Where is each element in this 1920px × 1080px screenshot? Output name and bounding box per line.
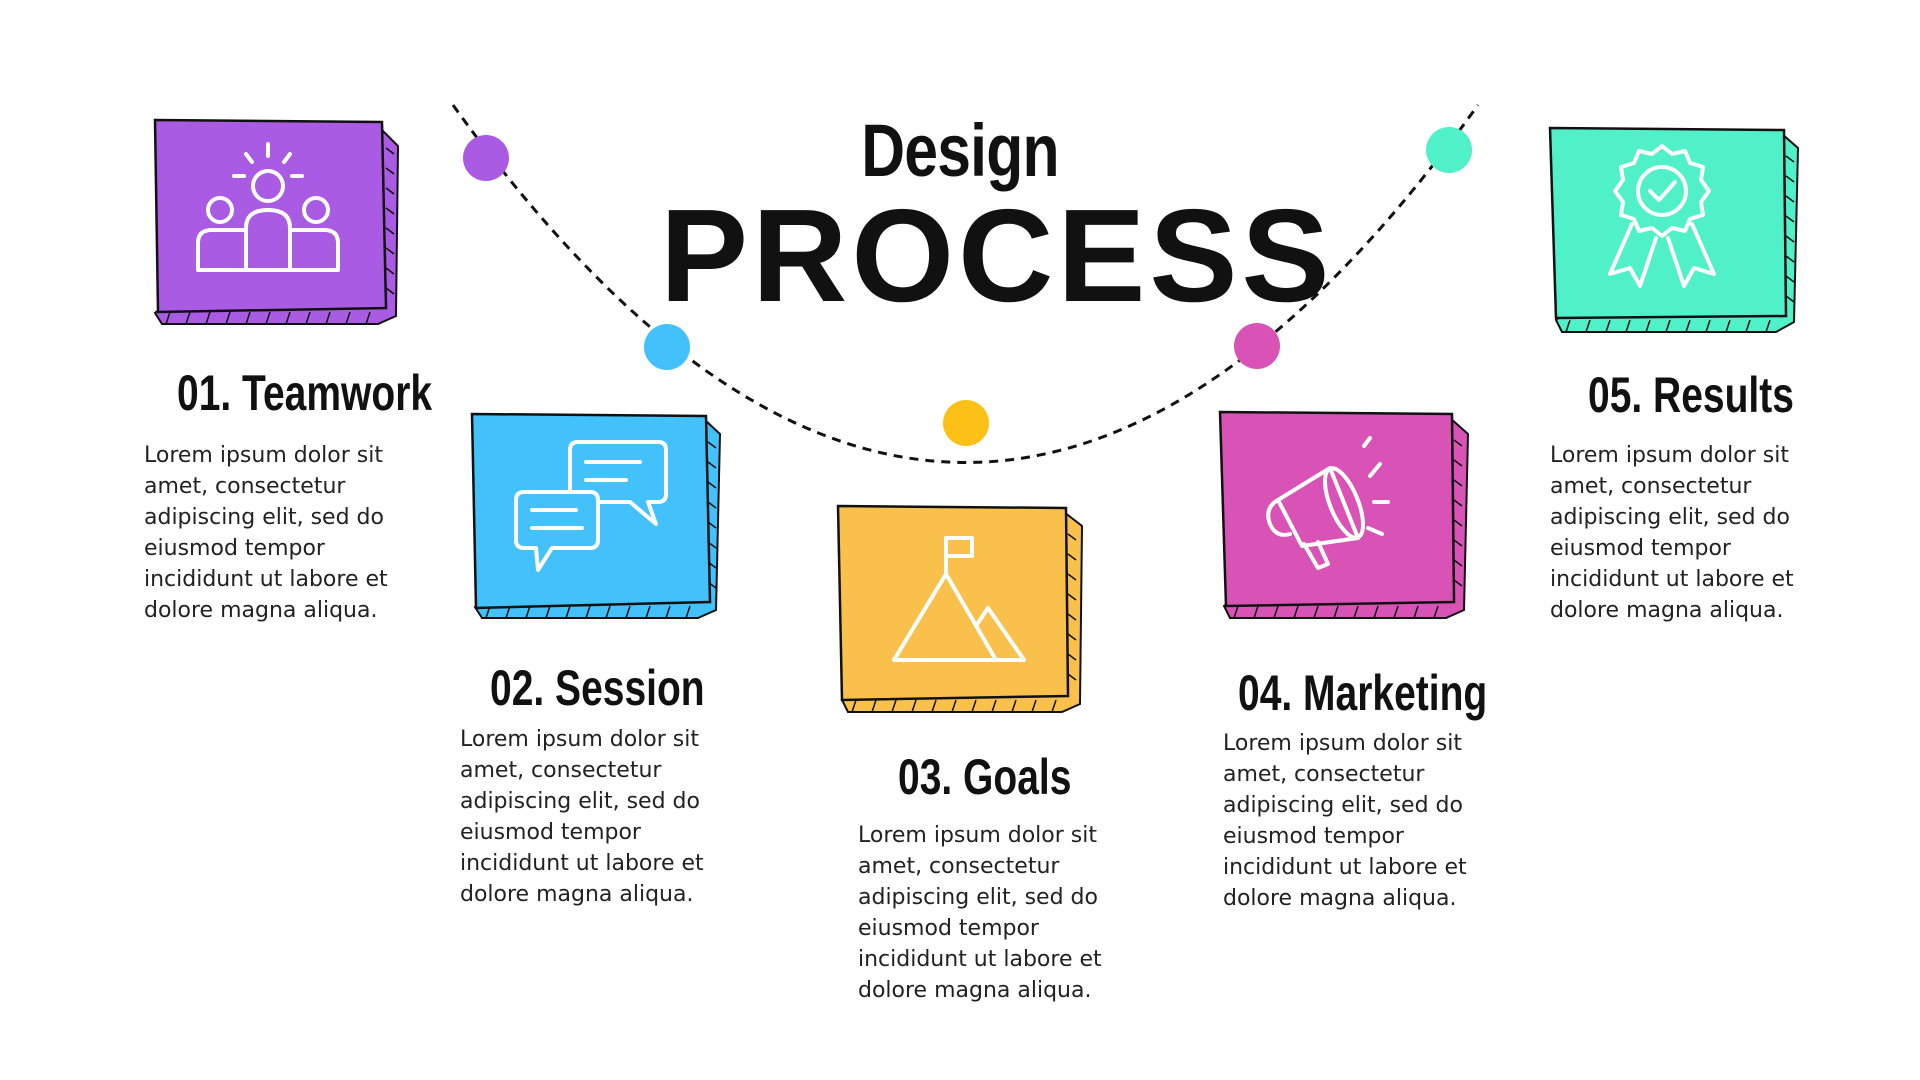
dashed-arc-line [451, 104, 1480, 464]
step-1-description: Lorem ipsum dolor sit amet, consectetur … [144, 443, 388, 623]
arc-dot-5 [1426, 127, 1472, 173]
team-icon [196, 142, 340, 272]
mountain-flag-icon [892, 536, 1026, 662]
award-badge-icon [1608, 144, 1716, 288]
step-4-card [1218, 410, 1470, 622]
arc-dot-1 [463, 135, 509, 181]
step-5-title: 05. Results [1588, 367, 1794, 423]
step-5-box [1548, 126, 1800, 333]
chat-bubbles-icon [514, 440, 668, 572]
step-4-description: Lorem ipsum dolor sit amet, consectetur … [1223, 731, 1467, 911]
arc-dot-3 [943, 400, 989, 446]
step-1-card [150, 118, 402, 330]
step-2-card [470, 412, 722, 624]
step-2-title: 02. Session [490, 660, 705, 716]
step-5-description: Lorem ipsum dolor sit amet, consectetur … [1550, 443, 1794, 623]
step-1-title: 01. Teamwork [177, 365, 433, 421]
step-3-title: 03. Goals [898, 749, 1072, 805]
arc-dot-4 [1234, 323, 1280, 369]
title-process: PROCESS [660, 182, 1334, 329]
step-4-title: 04. Marketing [1238, 665, 1488, 721]
step-5-card [1548, 126, 1800, 338]
step-3-card [836, 504, 1088, 716]
megaphone-icon [1266, 436, 1390, 570]
title-design: Design [861, 109, 1059, 192]
step-4-box [1218, 410, 1470, 619]
step-3-description: Lorem ipsum dolor sit amet, consectetur … [858, 823, 1102, 1003]
step-1-box [153, 118, 400, 325]
arc-dot-2 [644, 324, 690, 370]
step-2-description: Lorem ipsum dolor sit amet, consectetur … [460, 727, 704, 907]
